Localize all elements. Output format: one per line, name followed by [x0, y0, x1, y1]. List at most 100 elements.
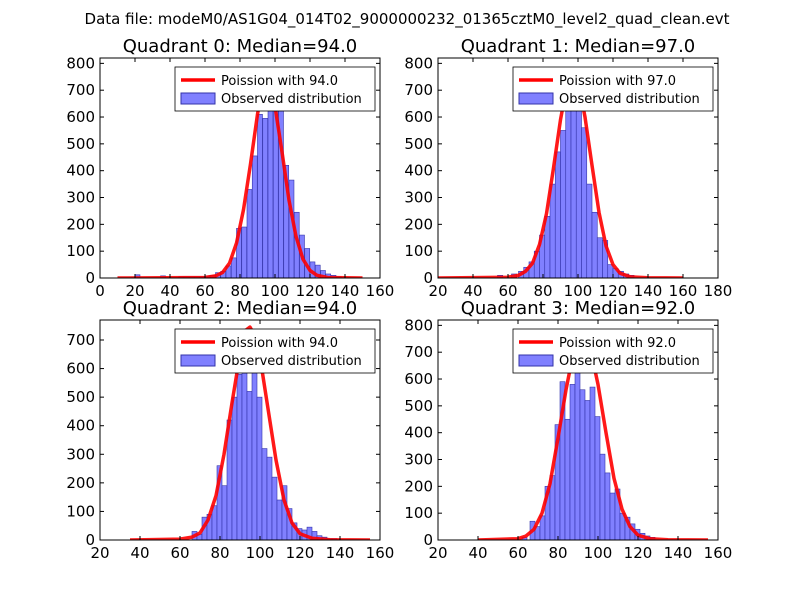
x-tick-label: 160 [704, 544, 733, 562]
y-tick-label: 400 [404, 162, 433, 180]
y-tick-label: 0 [85, 269, 95, 287]
legend-label-observed: Observed distribution [221, 354, 362, 369]
histogram-bar [589, 386, 596, 540]
histogram-bar [591, 211, 598, 278]
y-tick-label: 0 [423, 269, 433, 287]
y-tick-label: 600 [404, 108, 433, 126]
x-tick-label: 100 [261, 282, 290, 300]
y-tick-label: 700 [66, 81, 95, 99]
y-tick-label: 600 [404, 370, 433, 388]
histogram-bar [565, 81, 572, 278]
x-tick-label: 100 [246, 544, 275, 562]
y-tick-label: 200 [404, 215, 433, 233]
legend-label-poisson: Poission with 94.0 [221, 336, 338, 351]
histogram-bar [221, 485, 228, 540]
y-tick-label: 100 [404, 504, 433, 522]
x-tick-label: 140 [634, 282, 663, 300]
x-tick-label: 60 [508, 544, 527, 562]
x-tick-label: 20 [428, 282, 447, 300]
x-tick-label: 180 [704, 282, 733, 300]
legend: Poission with 92.0 Observed distribution [512, 328, 714, 374]
x-tick-label: 80 [533, 282, 552, 300]
y-tick-label: 100 [66, 502, 95, 520]
x-tick-label: 140 [326, 544, 355, 562]
legend-bar-swatch [180, 92, 216, 105]
panel-title: Quadrant 3: Median=92.0 [461, 298, 696, 319]
figure-suptitle: Data file: modeM0/AS1G04_014T02_90000002… [85, 10, 730, 29]
legend: Poission with 97.0 Observed distribution [512, 66, 714, 112]
y-tick-label: 500 [66, 388, 95, 406]
legend-label-poisson: Poission with 97.0 [559, 74, 676, 89]
y-tick-label: 200 [404, 477, 433, 495]
histogram-bar [266, 456, 273, 540]
x-tick-label: 160 [366, 544, 395, 562]
x-tick-label: 100 [584, 544, 613, 562]
histogram-bar [564, 418, 571, 540]
axes-frame [437, 319, 719, 541]
histogram-bar [261, 448, 268, 540]
x-tick-label: 120 [624, 544, 653, 562]
legend-bar-swatch [518, 92, 554, 105]
histogram-bar [574, 343, 581, 540]
quadrant-0-panel: 0 20 40 60 80 100 120 140 160 0 100 200 300 400 500 600… [66, 36, 394, 300]
histogram-bar [246, 189, 253, 278]
legend-label-observed: Observed distribution [559, 92, 700, 107]
y-tick-label: 100 [404, 242, 433, 260]
y-tick-label: 300 [66, 189, 95, 207]
x-tick-label: 40 [130, 544, 149, 562]
y-tick-label: 500 [66, 135, 95, 153]
x-tick-label: 60 [498, 282, 517, 300]
histogram-bar [586, 183, 593, 278]
histogram-bar [246, 391, 253, 540]
quadrant-2-panel: 20 40 60 80 100 120 140 160 0 100 200 300 400 500 600 7… [66, 298, 394, 562]
y-tick-label: 700 [404, 343, 433, 361]
y-tick-label: 500 [404, 397, 433, 415]
y-tick-label: 300 [404, 189, 433, 207]
legend-bar-swatch [518, 354, 554, 367]
x-tick-label: 140 [664, 544, 693, 562]
histogram-bar [607, 264, 614, 278]
y-tick-label: 600 [66, 108, 95, 126]
histogram-bar [257, 114, 263, 278]
y-tick-label: 800 [404, 54, 433, 72]
y-tick-label: 0 [85, 531, 95, 549]
legend-label-observed: Observed distribution [221, 92, 362, 107]
x-tick-label: 20 [125, 282, 144, 300]
x-tick-label: 60 [170, 544, 189, 562]
x-tick-label: 140 [331, 282, 360, 300]
legend-bar-swatch [180, 354, 216, 367]
histogram-bar [236, 373, 243, 540]
x-tick-label: 0 [95, 282, 105, 300]
x-tick-label: 20 [428, 544, 447, 562]
legend: Poission with 94.0 Observed distribution [174, 66, 376, 112]
x-tick-label: 120 [286, 544, 315, 562]
y-tick-label: 400 [66, 162, 95, 180]
panel-title: Quadrant 1: Median=97.0 [461, 36, 696, 57]
y-tick-label: 700 [66, 331, 95, 349]
quadrant-1-panel: 20 40 60 80 100 120 140 160 180 0 100 200 300 400 500 6… [404, 36, 732, 300]
x-tick-label: 160 [669, 282, 698, 300]
quadrant-3-panel: 20 40 60 80 100 120 140 160 0 100 200 300 400 500 600 7… [404, 298, 732, 562]
histogram-bar [554, 151, 561, 278]
histogram-bar [256, 396, 263, 540]
x-tick-label: 120 [599, 282, 628, 300]
legend-label-poisson: Poission with 92.0 [559, 336, 676, 351]
histogram-bar [569, 384, 576, 540]
histogram-bar [271, 476, 278, 540]
x-tick-label: 60 [195, 282, 214, 300]
histogram-bar [241, 226, 248, 278]
y-tick-label: 400 [404, 424, 433, 442]
histogram-bar [262, 118, 269, 278]
y-tick-label: 800 [66, 54, 95, 72]
histogram-bar [604, 472, 611, 540]
histogram-bar [579, 389, 586, 540]
y-tick-label: 800 [404, 316, 433, 334]
histogram-bars [521, 343, 656, 540]
y-tick-label: 600 [66, 360, 95, 378]
x-tick-label: 20 [90, 544, 109, 562]
histogram-bar [599, 453, 606, 540]
x-tick-label: 100 [564, 282, 593, 300]
y-tick-label: 300 [66, 445, 95, 463]
panel-title: Quadrant 0: Median=94.0 [123, 36, 358, 57]
